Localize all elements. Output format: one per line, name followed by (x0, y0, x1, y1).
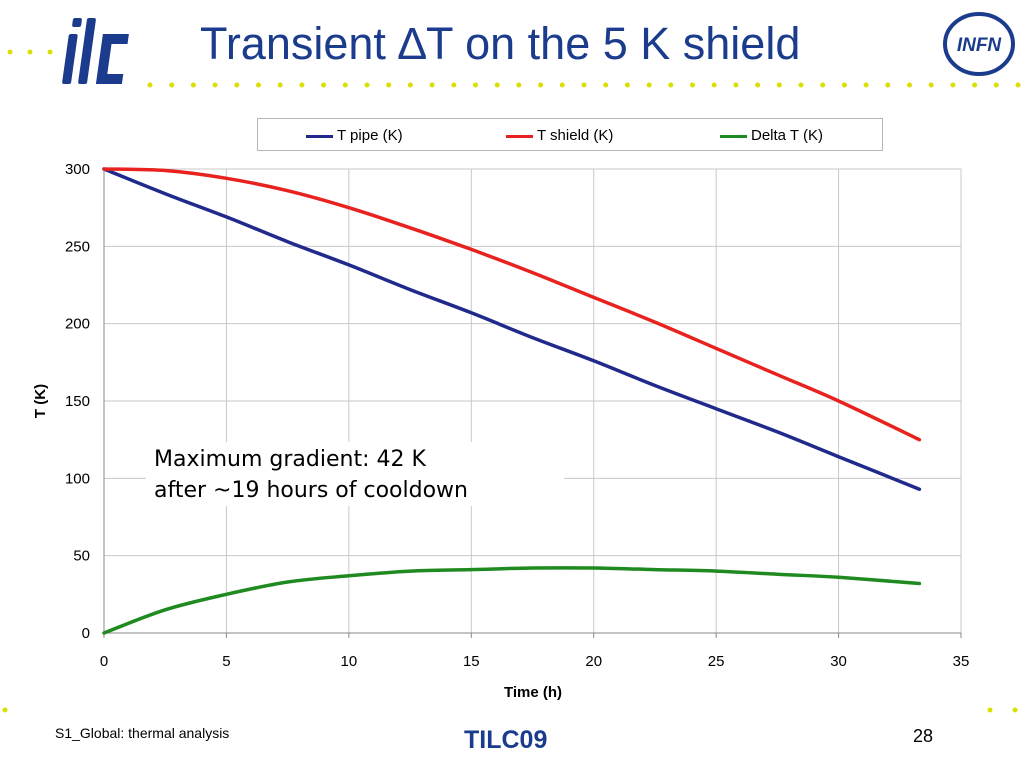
legend-item-t-shield: T shield (K) (506, 127, 613, 144)
x-tick-label-10: 10 (341, 653, 358, 670)
legend-label-t-pipe: T pipe (K) (337, 127, 403, 144)
legend-swatch-t-shield (506, 134, 533, 138)
footer-session-label: S1_Global: thermal analysis (55, 725, 230, 741)
dot-row-lower (147, 82, 1021, 88)
legend-swatch-delta-t (720, 134, 747, 138)
y-tick-label-200: 200 (65, 316, 90, 333)
page-number: 28 (913, 726, 934, 746)
x-tick-label-0: 0 (100, 653, 108, 670)
annotation-line-2: after ~19 hours of cooldown (154, 478, 468, 503)
svg-text:INFN: INFN (957, 35, 1003, 56)
series-line-t-shield (102, 167, 922, 442)
ilc-logo (62, 18, 129, 84)
chart-legend: T pipe (K) T shield (K) Delta T (K) (257, 118, 883, 151)
decorative-dots-top (7, 49, 1021, 88)
legend-item-delta-t: Delta T (K) (720, 127, 823, 144)
decorative-dots-bottom (2, 707, 1018, 713)
y-tick-label-50: 50 (73, 548, 90, 565)
footer-conference-name: TILC09 (464, 726, 548, 754)
legend-label-delta-t: Delta T (K) (751, 127, 823, 144)
legend-item-t-pipe: T pipe (K) (306, 127, 403, 144)
x-tick-label-30: 30 (830, 653, 847, 670)
y-tick-label-0: 0 (82, 625, 90, 642)
dot-row-upper (7, 49, 53, 55)
y-tick-label-300: 300 (65, 161, 90, 178)
series-line-t-pipe (102, 167, 922, 491)
y-axis-label: T (K) (32, 384, 49, 418)
x-tick-label-5: 5 (222, 653, 230, 670)
x-tick-label-25: 25 (708, 653, 725, 670)
x-axis-label: Time (h) (504, 684, 562, 701)
x-tick-label-15: 15 (463, 653, 480, 670)
y-tick-label-100: 100 (65, 470, 90, 487)
series-line-delta-t (102, 566, 922, 635)
x-tick-label-35: 35 (953, 653, 970, 670)
chart-annotation: Maximum gradient: 42 K after ~19 hours o… (146, 442, 564, 506)
y-tick-label-150: 150 (65, 393, 90, 410)
slide-title: Transient ∆T on the 5 K shield (200, 18, 801, 69)
infn-logo: INFN (943, 12, 1015, 76)
legend-swatch-t-pipe (306, 134, 333, 138)
annotation-line-1: Maximum gradient: 42 K (154, 447, 426, 472)
chart-grid (103, 168, 962, 634)
legend-label-t-shield: T shield (K) (537, 127, 614, 144)
chart-ticks: 0 50 100 150 200 250 300 0 5 10 15 20 25 30 35 (65, 161, 969, 670)
chart-series (102, 167, 922, 635)
x-tick-label-20: 20 (585, 653, 602, 670)
y-tick-label-250: 250 (65, 238, 90, 255)
chart-axes (103, 169, 962, 638)
